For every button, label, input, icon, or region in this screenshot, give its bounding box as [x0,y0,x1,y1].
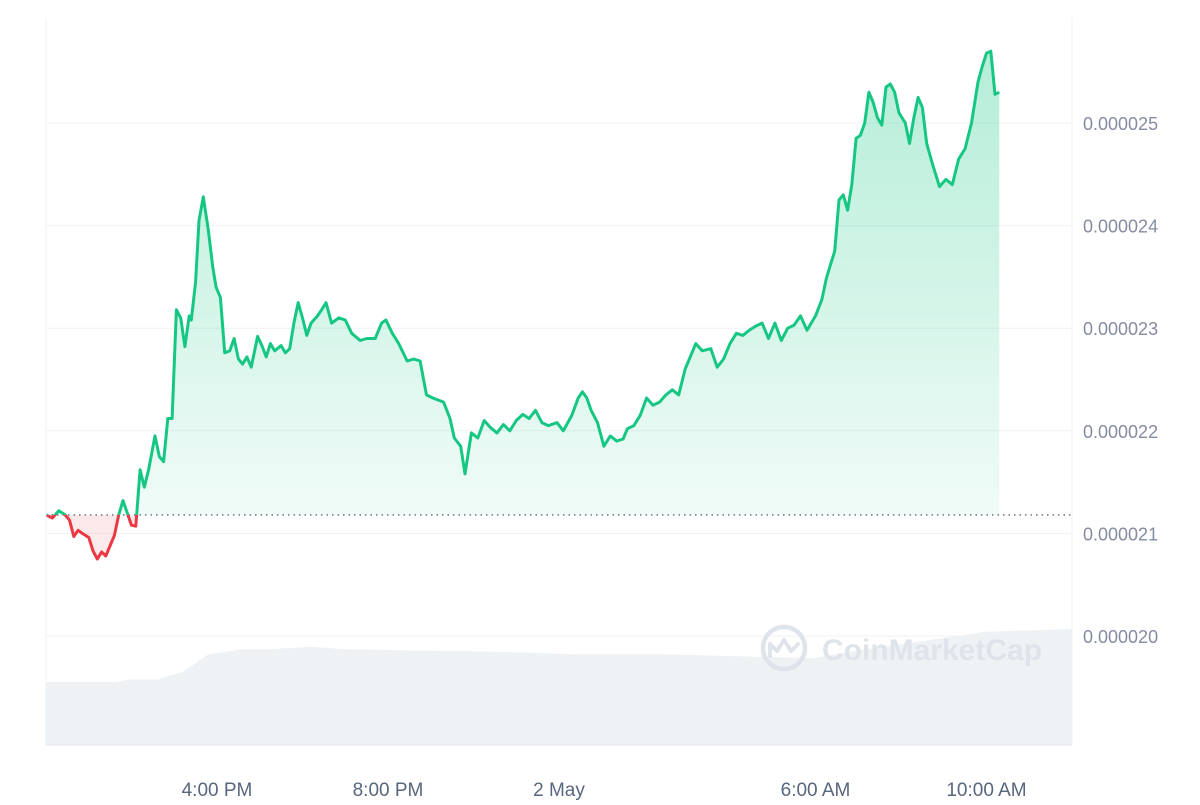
price-area [46,51,1000,560]
y-tick-label: 0.000025 [1083,114,1158,134]
volume-area [46,629,1072,745]
y-tick-label: 0.000023 [1083,319,1158,339]
watermark: CoinMarketCap [760,624,1042,672]
x-axis-ticks: 4:00 PM 8:00 PM 2 May 6:00 AM 10:00 AM [182,780,1027,801]
price-line-up[interactable] [45,49,1000,559]
y-axis-ticks: 0.000020 0.000021 0.000022 0.000023 0.000024… [1083,114,1158,647]
x-tick-label: 4:00 PM [182,780,253,800]
y-tick-label: 0.000021 [1083,524,1158,544]
x-tick-label: 10:00 AM [946,780,1026,800]
y-tick-label: 0.000024 [1083,217,1158,237]
watermark-text: CoinMarketCap [822,634,1042,667]
x-tick-label: 2 May [533,780,585,800]
volume-shape [46,629,1072,745]
y-tick-label: 0.000020 [1083,627,1158,647]
price-line[interactable] [45,49,1000,561]
price-area-up [46,51,1000,515]
y-tick-label: 0.000022 [1083,422,1158,442]
price-area-down [46,514,137,560]
coinmarketcap-logo-icon [760,624,808,672]
x-tick-label: 6:00 AM [781,780,851,800]
x-tick-label: 8:00 PM [353,780,424,800]
